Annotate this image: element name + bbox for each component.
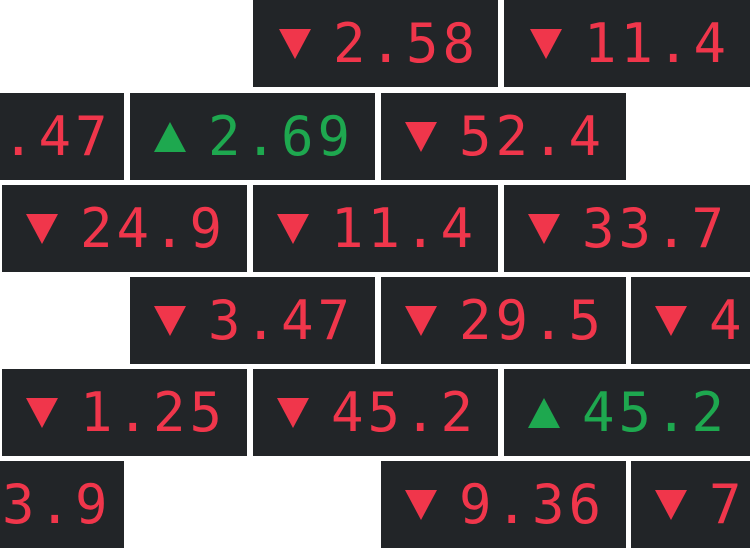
- down-arrow-icon: [405, 489, 437, 520]
- ticker-value: 11.4: [584, 11, 731, 75]
- down-arrow-icon: [405, 121, 437, 152]
- ticker-value: 11.4: [331, 196, 478, 260]
- ticker-tile: 9.36: [381, 461, 626, 548]
- ticker-value: 3.9: [2, 472, 112, 536]
- down-arrow-icon: [26, 397, 58, 428]
- down-arrow-icon: [528, 213, 560, 244]
- down-arrow-icon: [279, 28, 311, 59]
- ticker-value: 2.69: [208, 104, 355, 168]
- ticker-value: .47: [2, 104, 112, 168]
- ticker-tile: 2.69: [130, 93, 375, 180]
- ticker-tile: 7: [631, 461, 750, 548]
- ticker-value: 24.9: [80, 196, 227, 260]
- down-arrow-icon: [26, 213, 58, 244]
- ticker-value: 29.5: [459, 288, 606, 352]
- ticker-tile: 33.7: [504, 185, 750, 272]
- ticker-tile: 45.2: [504, 369, 750, 456]
- down-arrow-icon: [655, 305, 687, 336]
- ticker-tile: 1.25: [2, 369, 247, 456]
- down-arrow-icon: [154, 305, 186, 336]
- ticker-value: 52.4: [459, 104, 606, 168]
- up-arrow-icon: [154, 121, 186, 152]
- ticker-value: 33.7: [582, 196, 729, 260]
- up-arrow-icon: [528, 397, 560, 428]
- ticker-value: 7: [709, 472, 746, 536]
- ticker-tile: .47: [0, 93, 124, 180]
- ticker-value: 45.2: [331, 380, 478, 444]
- ticker-tile: 3.47: [130, 277, 375, 364]
- ticker-value: 4: [709, 288, 746, 352]
- ticker-tile: 52.4: [381, 93, 626, 180]
- ticker-value: 1.25: [80, 380, 227, 444]
- ticker-tile: 11.4: [504, 0, 750, 87]
- down-arrow-icon: [530, 28, 562, 59]
- ticker-tile: 29.5: [381, 277, 626, 364]
- ticker-tile: 45.2: [253, 369, 498, 456]
- ticker-value: 3.47: [208, 288, 355, 352]
- ticker-tile: 3.9: [0, 461, 124, 548]
- down-arrow-icon: [277, 213, 309, 244]
- ticker-tile: 11.4: [253, 185, 498, 272]
- ticker-value: 45.2: [582, 380, 729, 444]
- ticker-value: 2.58: [333, 11, 480, 75]
- down-arrow-icon: [405, 305, 437, 336]
- down-arrow-icon: [277, 397, 309, 428]
- ticker-value: 9.36: [459, 472, 606, 536]
- down-arrow-icon: [655, 489, 687, 520]
- ticker-tile: 4: [631, 277, 750, 364]
- ticker-tile: 2.58: [253, 0, 498, 87]
- ticker-tile: 24.9: [2, 185, 247, 272]
